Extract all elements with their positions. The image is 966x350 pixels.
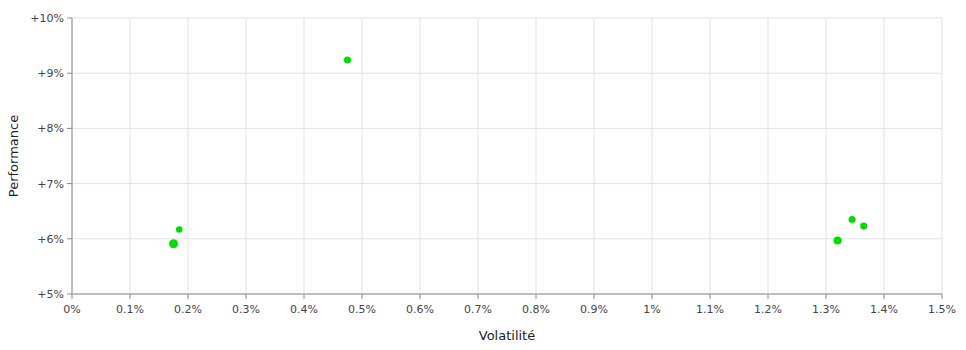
x-grid-line xyxy=(130,18,131,294)
plot-area xyxy=(72,18,942,294)
x-grid-line xyxy=(768,18,769,294)
x-tick-label: 1.1% xyxy=(696,303,724,316)
x-tick xyxy=(420,294,421,299)
y-tick xyxy=(67,183,72,184)
x-grid-line xyxy=(304,18,305,294)
x-grid-line xyxy=(246,18,247,294)
y-tick xyxy=(67,294,72,295)
x-tick xyxy=(710,294,711,299)
x-grid-line xyxy=(362,18,363,294)
x-tick xyxy=(884,294,885,299)
y-axis-label: Performance xyxy=(6,115,21,197)
scatter-point xyxy=(169,239,178,248)
x-tick-label: 0.4% xyxy=(290,303,318,316)
x-tick xyxy=(304,294,305,299)
y-tick xyxy=(67,73,72,74)
x-tick-label: 1.2% xyxy=(754,303,782,316)
scatter-point xyxy=(344,56,351,63)
x-tick xyxy=(536,294,537,299)
x-grid-line xyxy=(942,18,943,294)
x-tick xyxy=(942,294,943,299)
x-grid-line xyxy=(72,18,73,294)
grid xyxy=(67,18,942,299)
x-tick xyxy=(188,294,189,299)
scatter-point xyxy=(860,223,867,230)
x-tick-label: 1.5% xyxy=(928,303,956,316)
x-tick xyxy=(652,294,653,299)
x-tick xyxy=(478,294,479,299)
x-tick xyxy=(246,294,247,299)
x-tick-label: 0.5% xyxy=(348,303,376,316)
x-tick-label: 0.7% xyxy=(464,303,492,316)
x-grid-line xyxy=(884,18,885,294)
scatter-point xyxy=(834,236,842,244)
x-tick xyxy=(826,294,827,299)
y-grid-line xyxy=(72,183,942,184)
points xyxy=(169,56,867,248)
y-tick xyxy=(67,128,72,129)
y-grid-line xyxy=(72,18,942,19)
y-tick-label: +9% xyxy=(37,67,64,80)
x-tick-label: 1.3% xyxy=(812,303,840,316)
x-tick xyxy=(72,294,73,299)
y-tick-label: +6% xyxy=(37,233,64,246)
x-axis-label: Volatilité xyxy=(479,328,535,343)
y-grid-line xyxy=(72,238,942,239)
x-grid-line xyxy=(188,18,189,294)
x-tick-label: 0.1% xyxy=(116,303,144,316)
y-tick-label: +8% xyxy=(37,122,64,135)
x-axis-line xyxy=(72,294,942,295)
x-tick-label: 1.4% xyxy=(870,303,898,316)
x-tick-label: 0.6% xyxy=(406,303,434,316)
y-tick-label: +10% xyxy=(30,12,64,25)
y-grid-line xyxy=(72,294,942,295)
x-tick-label: 0.2% xyxy=(174,303,202,316)
x-tick xyxy=(768,294,769,299)
y-grid-line xyxy=(72,128,942,129)
y-tick-label: +5% xyxy=(37,288,64,301)
chart: 0% 0.1% 0.2% 0.3% 0.4% 0.5% 0.6% 0.7% 0.8% 0.9% 1%… xyxy=(0,0,966,350)
tick-labels: 0% 0.1% 0.2% 0.3% 0.4% 0.5% 0.6% 0.7% 0.8% 0.9% 1%… xyxy=(30,12,956,316)
x-grid-line xyxy=(710,18,711,294)
x-tick xyxy=(362,294,363,299)
y-tick-label: +7% xyxy=(37,178,64,191)
x-tick xyxy=(130,294,131,299)
x-tick-label: 0.8% xyxy=(522,303,550,316)
x-grid-line xyxy=(536,18,537,294)
scatter-point xyxy=(849,216,856,223)
y-axis-line xyxy=(72,18,73,294)
scatter-point xyxy=(176,226,183,233)
x-tick xyxy=(594,294,595,299)
x-tick-label: 0% xyxy=(63,303,80,316)
x-grid-line xyxy=(420,18,421,294)
y-tick xyxy=(67,238,72,239)
x-tick-label: 0.3% xyxy=(232,303,260,316)
y-tick xyxy=(67,18,72,19)
y-grid-line xyxy=(72,73,942,74)
x-tick-label: 1% xyxy=(643,303,660,316)
x-grid-line xyxy=(652,18,653,294)
x-grid-line xyxy=(594,18,595,294)
x-tick-label: 0.9% xyxy=(580,303,608,316)
x-grid-line xyxy=(826,18,827,294)
x-grid-line xyxy=(478,18,479,294)
